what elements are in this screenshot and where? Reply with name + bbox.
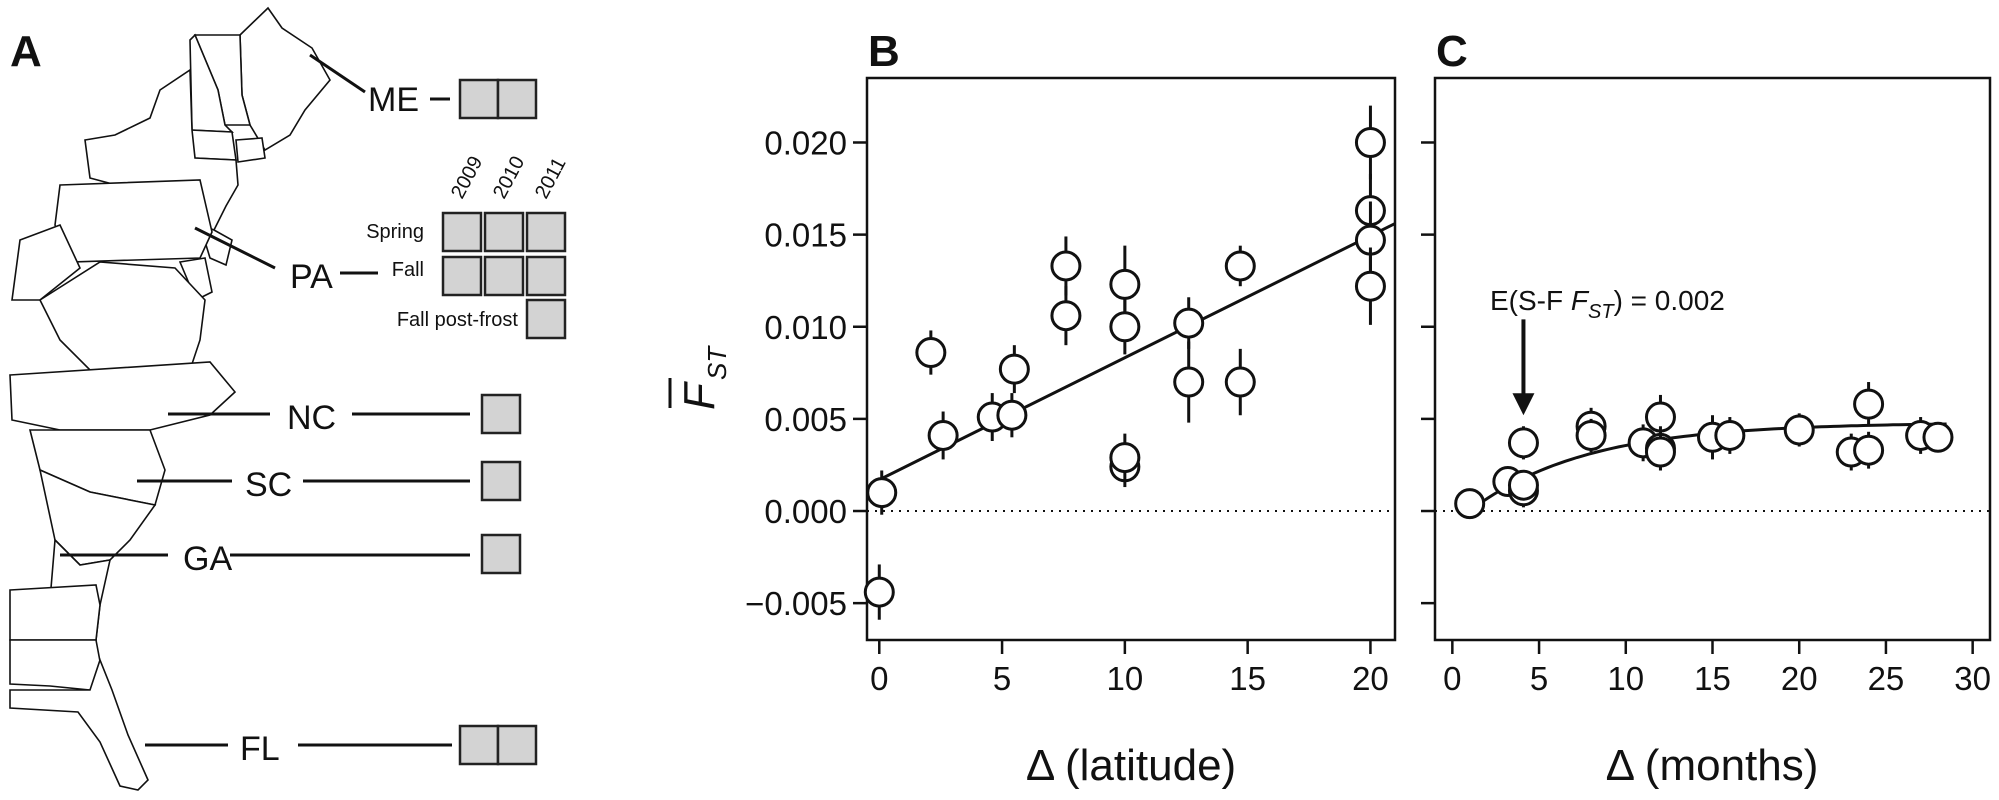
data-point [996, 399, 1028, 431]
y-tick-label: 0.015 [764, 217, 847, 254]
x-tick-label: 0 [1443, 660, 1461, 697]
panel-c: C 0 5 10 15 20 25 30 E(S-F FST) = 0.002 Δ (mon… [1421, 27, 1992, 790]
annotation-prefix: E(S-F [1490, 285, 1571, 316]
x-tick-label: 15 [1229, 660, 1266, 697]
fit-line-b [871, 222, 1396, 485]
data-point [998, 353, 1030, 385]
data-point [1173, 366, 1205, 398]
annotation-sub: ST [1588, 301, 1615, 323]
plot-frame-c [1433, 76, 1992, 642]
x-tick-label: 5 [1530, 660, 1548, 697]
data-point [1109, 442, 1141, 474]
data-points-c [1454, 382, 1954, 520]
expectation-annotation: E(S-F FST) = 0.002 [1490, 285, 1725, 323]
data-point [1224, 366, 1256, 398]
x-tick-label: 10 [1607, 660, 1644, 697]
data-point [927, 419, 959, 451]
y-tick-label: 0.005 [764, 401, 847, 438]
data-point [1109, 268, 1141, 300]
x-axis-c: 0 5 10 15 20 25 30 [1443, 640, 1991, 697]
year-label-2010: 2010 [489, 153, 529, 203]
site-label-fl: FL [240, 730, 280, 768]
panel-a: A [9, 6, 571, 791]
x-tick-label: 25 [1868, 660, 1905, 697]
panel-label-a: A [10, 27, 42, 76]
east-coast-map [9, 6, 331, 791]
x-axis-b: 0 5 10 15 20 [870, 640, 1389, 697]
year-label-2009: 2009 [447, 153, 487, 203]
x-tick-label: 20 [1781, 660, 1818, 697]
data-point [1050, 300, 1082, 332]
data-points-b [863, 105, 1386, 620]
sample-boxes [441, 78, 567, 766]
arrow-head [1512, 393, 1535, 416]
expectation-arrow [1512, 319, 1535, 416]
x-tick-label: 30 [1954, 660, 1991, 697]
data-point [1507, 427, 1539, 459]
data-point [1853, 434, 1885, 466]
data-point [1783, 414, 1815, 446]
data-point [1507, 469, 1539, 501]
x-axis-label-c: Δ (months) [1606, 741, 1819, 790]
data-point [915, 337, 947, 369]
site-lines [60, 53, 470, 747]
y-axis-c [1421, 141, 1435, 605]
annotation-suffix: ) = 0.002 [1614, 285, 1725, 316]
y-tick-label: 0.000 [764, 493, 847, 530]
y-tick-label: 0.010 [764, 309, 847, 346]
data-point [1853, 388, 1885, 420]
data-point [1354, 126, 1386, 158]
site-label-ga: GA [183, 540, 232, 578]
site-label-pa: PA [290, 258, 333, 296]
x-tick-label: 20 [1352, 660, 1389, 697]
y-axis-label-sub: ST [702, 345, 732, 380]
data-point [1354, 270, 1386, 302]
data-point [1714, 419, 1746, 451]
y-axis-label-main: F [675, 381, 724, 410]
data-point [1454, 488, 1486, 520]
data-point [1173, 307, 1205, 339]
x-tick-label: 10 [1107, 660, 1144, 697]
plot-frame-b [865, 76, 1397, 642]
data-point [1922, 421, 1954, 453]
y-tick-label: 0.020 [764, 124, 847, 161]
row-label-fall-post-frost: Fall post-frost [397, 309, 519, 331]
data-point [866, 477, 898, 509]
site-label-sc: SC [245, 466, 292, 504]
data-point [1224, 250, 1256, 282]
annotation-f: F [1571, 285, 1590, 316]
y-axis-b: −0.005 0.000 0.005 0.010 0.015 0.020 [745, 124, 867, 622]
row-label-spring: Spring [366, 221, 424, 243]
site-label-nc: NC [287, 399, 336, 437]
x-tick-label: 0 [870, 660, 888, 697]
regression-line [871, 222, 1396, 485]
panel-label-b: B [868, 27, 900, 76]
data-point [1109, 311, 1141, 343]
data-point [1644, 436, 1676, 468]
y-axis-label: F ST [668, 345, 732, 410]
data-point [1050, 250, 1082, 282]
x-axis-label-b: Δ (latitude) [1026, 741, 1236, 790]
year-label-2011: 2011 [531, 154, 571, 202]
x-tick-label: 15 [1694, 660, 1731, 697]
data-point [863, 576, 895, 608]
row-label-fall: Fall [392, 259, 424, 281]
data-point [1575, 419, 1607, 451]
panel-b: B −0.005 0.000 0.005 0.010 0.015 0.020 0 5 10 15… [745, 27, 1397, 790]
x-tick-label: 5 [993, 660, 1011, 697]
panel-label-c: C [1436, 27, 1468, 76]
y-tick-label: −0.005 [745, 585, 847, 622]
site-label-me: ME [368, 81, 419, 119]
